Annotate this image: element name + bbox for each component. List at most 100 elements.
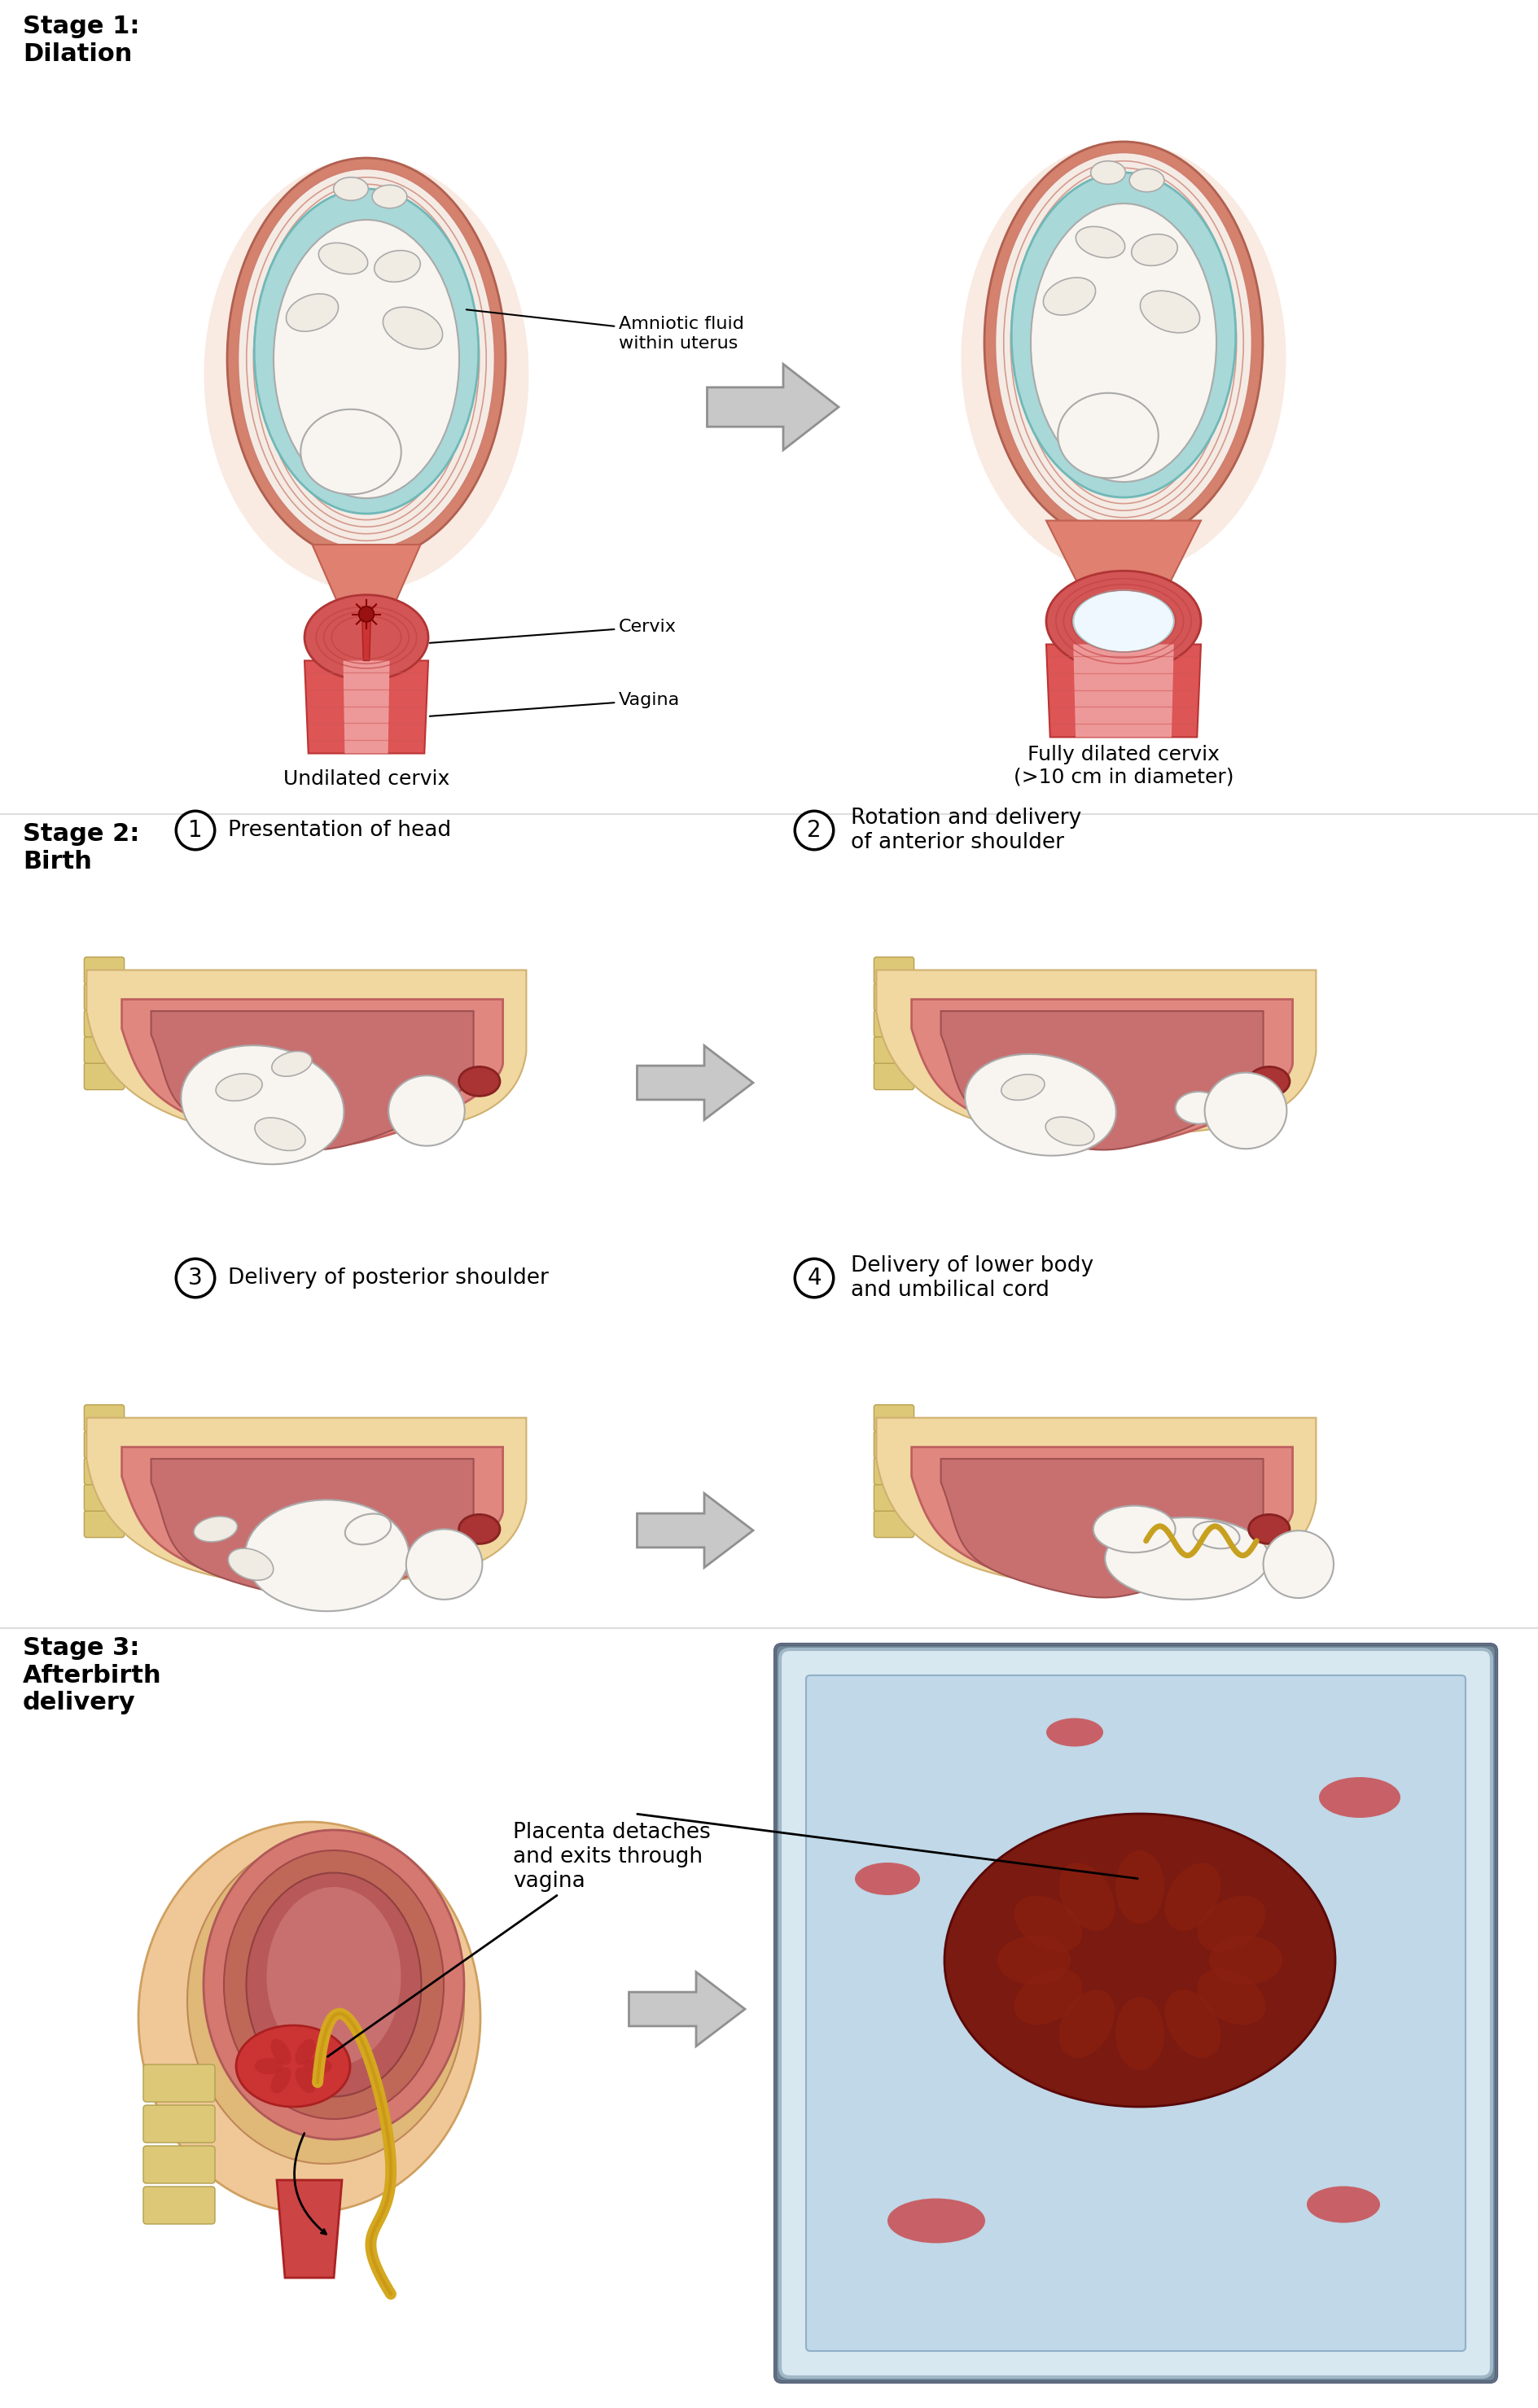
Ellipse shape bbox=[1057, 393, 1158, 479]
Ellipse shape bbox=[1318, 1777, 1400, 1818]
Ellipse shape bbox=[1044, 1117, 1094, 1146]
FancyBboxPatch shape bbox=[85, 1457, 125, 1486]
Ellipse shape bbox=[1001, 1074, 1044, 1100]
Ellipse shape bbox=[194, 1517, 237, 1541]
Ellipse shape bbox=[1115, 1849, 1164, 1924]
Ellipse shape bbox=[458, 1067, 500, 1096]
Ellipse shape bbox=[1030, 205, 1215, 482]
Ellipse shape bbox=[458, 1515, 500, 1544]
Ellipse shape bbox=[1104, 1517, 1269, 1599]
Text: Amniotic fluid
within uterus: Amniotic fluid within uterus bbox=[466, 311, 744, 352]
Text: 1: 1 bbox=[188, 819, 203, 843]
Polygon shape bbox=[637, 1045, 752, 1120]
Text: Vagina: Vagina bbox=[429, 691, 680, 715]
Polygon shape bbox=[881, 1430, 1304, 1522]
Ellipse shape bbox=[1140, 291, 1200, 332]
Ellipse shape bbox=[286, 294, 338, 332]
Ellipse shape bbox=[944, 1813, 1335, 2107]
Polygon shape bbox=[86, 1418, 526, 1584]
Ellipse shape bbox=[406, 1529, 481, 1599]
Ellipse shape bbox=[997, 1936, 1070, 1984]
Ellipse shape bbox=[138, 1823, 480, 2213]
Polygon shape bbox=[1046, 520, 1200, 590]
FancyBboxPatch shape bbox=[85, 1483, 125, 1512]
Polygon shape bbox=[940, 1459, 1263, 1597]
Ellipse shape bbox=[238, 169, 495, 549]
Polygon shape bbox=[122, 999, 503, 1146]
Polygon shape bbox=[312, 544, 420, 607]
FancyBboxPatch shape bbox=[85, 1009, 125, 1038]
Polygon shape bbox=[122, 1447, 503, 1594]
Ellipse shape bbox=[1014, 1895, 1081, 1950]
Polygon shape bbox=[151, 1459, 474, 1597]
Ellipse shape bbox=[1046, 1717, 1103, 1746]
Ellipse shape bbox=[295, 2066, 315, 2093]
Ellipse shape bbox=[1247, 1067, 1289, 1096]
Polygon shape bbox=[629, 1972, 744, 2047]
Ellipse shape bbox=[1204, 1072, 1286, 1149]
Text: Placenta detaches
and exits through
vagina: Placenta detaches and exits through vagi… bbox=[328, 1823, 711, 2056]
Ellipse shape bbox=[1075, 226, 1124, 258]
Ellipse shape bbox=[225, 1849, 443, 2119]
Ellipse shape bbox=[374, 250, 420, 282]
FancyBboxPatch shape bbox=[85, 1035, 125, 1064]
FancyBboxPatch shape bbox=[85, 956, 125, 985]
Ellipse shape bbox=[345, 1515, 391, 1544]
Ellipse shape bbox=[1164, 1989, 1220, 2059]
Ellipse shape bbox=[1072, 590, 1173, 653]
FancyBboxPatch shape bbox=[85, 1430, 125, 1459]
Ellipse shape bbox=[372, 185, 406, 207]
FancyBboxPatch shape bbox=[874, 1483, 914, 1512]
FancyBboxPatch shape bbox=[806, 1676, 1464, 2350]
Ellipse shape bbox=[1263, 1531, 1333, 1599]
Ellipse shape bbox=[1130, 234, 1177, 265]
Ellipse shape bbox=[228, 1548, 274, 1580]
Ellipse shape bbox=[255, 1117, 305, 1151]
Ellipse shape bbox=[215, 1074, 261, 1100]
Ellipse shape bbox=[1164, 1864, 1220, 1931]
Ellipse shape bbox=[1010, 173, 1235, 498]
FancyBboxPatch shape bbox=[85, 1404, 125, 1433]
Ellipse shape bbox=[305, 595, 428, 679]
Text: 3: 3 bbox=[188, 1267, 203, 1288]
Ellipse shape bbox=[303, 2059, 332, 2073]
Ellipse shape bbox=[1014, 1970, 1081, 2025]
Text: Presentation of head: Presentation of head bbox=[228, 819, 451, 840]
FancyBboxPatch shape bbox=[780, 1649, 1490, 2377]
Ellipse shape bbox=[855, 1861, 920, 1895]
Text: Stage 3:
Afterbirth
delivery: Stage 3: Afterbirth delivery bbox=[23, 1637, 161, 1714]
Ellipse shape bbox=[984, 142, 1263, 544]
Ellipse shape bbox=[1046, 571, 1200, 672]
FancyBboxPatch shape bbox=[85, 1062, 125, 1091]
Polygon shape bbox=[881, 982, 1304, 1074]
FancyBboxPatch shape bbox=[143, 2105, 215, 2143]
Polygon shape bbox=[940, 1011, 1263, 1151]
Text: 2: 2 bbox=[806, 819, 821, 843]
Ellipse shape bbox=[203, 1830, 464, 2138]
Polygon shape bbox=[305, 660, 428, 754]
Polygon shape bbox=[92, 1430, 514, 1522]
Polygon shape bbox=[910, 999, 1292, 1146]
Ellipse shape bbox=[266, 1888, 401, 2066]
Ellipse shape bbox=[1058, 1989, 1115, 2059]
Text: Stage 2:
Birth: Stage 2: Birth bbox=[23, 821, 140, 874]
Text: Fully dilated cervix
(>10 cm in diameter): Fully dilated cervix (>10 cm in diameter… bbox=[1014, 744, 1233, 787]
Polygon shape bbox=[877, 1418, 1315, 1584]
Polygon shape bbox=[1072, 645, 1173, 737]
Ellipse shape bbox=[1209, 1936, 1281, 1984]
Ellipse shape bbox=[1129, 169, 1164, 193]
Ellipse shape bbox=[271, 2066, 291, 2093]
FancyBboxPatch shape bbox=[874, 1009, 914, 1038]
FancyBboxPatch shape bbox=[874, 1035, 914, 1064]
Ellipse shape bbox=[318, 243, 368, 275]
Ellipse shape bbox=[254, 188, 478, 513]
Polygon shape bbox=[277, 2179, 341, 2278]
FancyBboxPatch shape bbox=[143, 2186, 215, 2225]
Polygon shape bbox=[877, 970, 1315, 1137]
Text: Delivery of lower body
and umbilical cord: Delivery of lower body and umbilical cor… bbox=[851, 1255, 1094, 1300]
Ellipse shape bbox=[300, 409, 401, 494]
Ellipse shape bbox=[274, 219, 458, 498]
Ellipse shape bbox=[271, 2040, 291, 2066]
Ellipse shape bbox=[964, 1055, 1115, 1156]
Ellipse shape bbox=[1306, 2186, 1380, 2223]
